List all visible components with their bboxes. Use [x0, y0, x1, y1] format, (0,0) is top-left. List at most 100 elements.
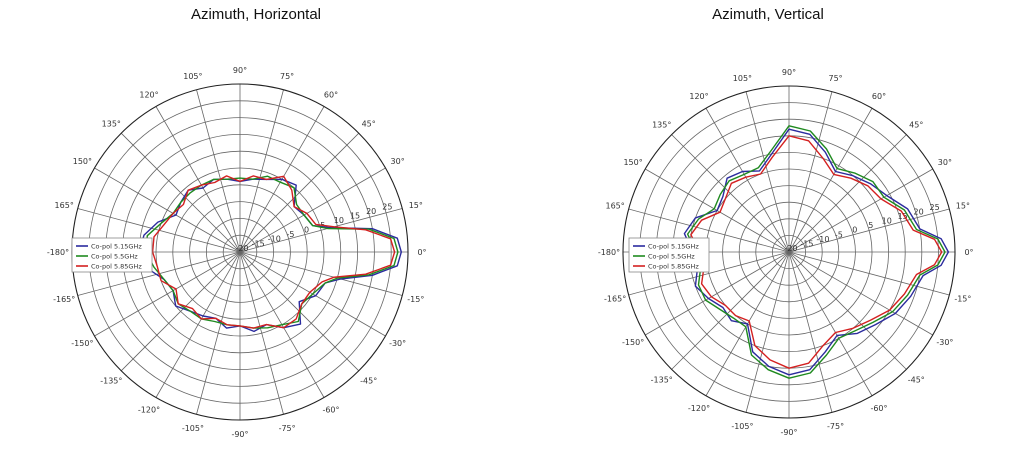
radial-tick-label: 10: [882, 217, 892, 226]
grid-spoke: [788, 134, 907, 253]
radial-tick-label: -5: [286, 230, 294, 239]
angle-tick-label: -150°: [71, 339, 93, 348]
angle-tick-label: 105°: [733, 74, 752, 83]
grid-spoke: [705, 108, 790, 253]
radial-tick-label: -20: [235, 244, 248, 253]
radial-tick-label: -15: [252, 239, 265, 248]
grid-spoke: [628, 251, 790, 296]
angle-tick-label: 15°: [409, 201, 423, 210]
angle-tick-label: 90°: [233, 66, 247, 75]
angle-tick-label: 150°: [623, 158, 642, 167]
angle-tick-label: -165°: [53, 295, 75, 304]
angle-tick-label: 150°: [73, 157, 92, 166]
grid-spoke: [120, 251, 241, 372]
legend: Co-pol 5.15GHz Co-pol 5.5GHz Co-pol 5.85GH…: [71, 237, 153, 273]
angle-tick-label: -90°: [780, 428, 797, 437]
radial-tick-label: 0: [852, 226, 857, 235]
grid-spoke: [788, 208, 950, 253]
grid-spoke: [745, 91, 790, 253]
radial-tick-label: 5: [868, 221, 873, 230]
radial-tick-label: 15: [898, 212, 908, 221]
angle-tick-label: 75°: [828, 74, 842, 83]
grid-spoke: [745, 251, 790, 413]
legend-label: Co-pol 5.15GHz: [91, 242, 142, 250]
grid-spoke: [155, 106, 241, 253]
series-line: [151, 175, 396, 329]
grid-spoke: [645, 251, 790, 336]
grid-spoke: [788, 251, 873, 396]
radial-tick-label: -10: [816, 235, 829, 244]
angle-tick-label: -60°: [870, 404, 887, 413]
radial-tick-label: 0: [304, 225, 309, 234]
angle-tick-label: 75°: [280, 72, 294, 81]
grid-spoke: [120, 132, 241, 253]
angle-tick-label: 60°: [872, 92, 886, 101]
angle-tick-label: 135°: [652, 121, 671, 130]
angle-tick-label: -45°: [360, 377, 377, 386]
chart-title: Azimuth, Horizontal: [190, 6, 322, 23]
grid-spoke: [628, 208, 790, 253]
legend-label: Co-pol 5.5GHz: [91, 252, 138, 260]
grid-spoke: [788, 108, 873, 253]
grid-spoke: [239, 251, 284, 415]
angle-tick-label: 45°: [362, 119, 376, 128]
angle-tick-label: -180°: [598, 248, 620, 257]
radial-tick-label: -5: [835, 230, 843, 239]
grid-spoke: [239, 167, 386, 253]
angle-tick-label: -30°: [936, 338, 953, 347]
grid-spoke: [788, 251, 907, 370]
angle-tick-label: 120°: [139, 90, 158, 99]
radial-tick-label: 20: [366, 207, 376, 216]
chart-panel-vertical: Azimuth, Vertical 0° 15° 30° 45° 60° 75° 90° 10…: [512, 0, 1024, 463]
angle-tick-label: -120°: [688, 404, 710, 413]
grid-spoke: [94, 167, 241, 253]
angle-tick-label: 165°: [605, 201, 624, 210]
angle-tick-label: 0°: [417, 248, 426, 257]
radial-tick-label: 25: [382, 202, 392, 211]
angle-tick-label: 45°: [909, 121, 923, 130]
grid-spoke: [239, 251, 403, 296]
angle-tick-label: 0°: [964, 248, 973, 257]
angle-tick-label: 60°: [324, 90, 338, 99]
grid-spoke: [239, 89, 284, 253]
outer-ring: [622, 85, 956, 419]
angle-tick-label: 15°: [956, 201, 970, 210]
grid-spoke: [196, 251, 241, 415]
grid-spoke: [671, 134, 790, 253]
angle-tick-label: -75°: [827, 422, 844, 431]
grid-spoke: [239, 208, 403, 253]
angle-tick-label: 120°: [689, 92, 708, 101]
radial-tick-label: 20: [914, 207, 924, 216]
legend-label: Co-pol 5.5GHz: [648, 252, 695, 260]
angle-tick-label: -135°: [100, 377, 122, 386]
angle-tick-label: -30°: [389, 339, 406, 348]
angle-tick-label: 30°: [938, 158, 952, 167]
grid-spoke: [788, 251, 833, 413]
angle-tick-label: -75°: [279, 424, 296, 433]
angle-tick-label: -15°: [407, 295, 424, 304]
angle-tick-label: 90°: [782, 68, 796, 77]
angle-tick-label: -150°: [622, 338, 644, 347]
angle-tick-label: -180°: [47, 248, 69, 257]
polar-chart-horizontal: 0° 15° 30° 45° 60° 75° 90° 105° 120° 135° 150° 165°…: [47, 66, 427, 439]
legend: Co-pol 5.15GHz Co-pol 5.5GHz Co-pol 5.85GH…: [628, 237, 710, 273]
angle-tick-label: 135°: [102, 119, 121, 128]
angle-tick-label: 105°: [183, 72, 202, 81]
angle-tick-label: -120°: [138, 406, 160, 415]
radial-tick-label: 25: [930, 203, 940, 212]
legend-label: Co-pol 5.15GHz: [648, 242, 699, 250]
angle-tick-label: -60°: [322, 406, 339, 415]
radial-tick-label: 15: [350, 212, 360, 221]
polar-chart-vertical: 0° 15° 30° 45° 60° 75° 90° 105° 120° 135° 150° 165°…: [598, 68, 974, 437]
legend-label: Co-pol 5.85GHz: [648, 262, 699, 270]
angle-tick-label: -105°: [731, 422, 753, 431]
legend-label: Co-pol 5.85GHz: [91, 262, 142, 270]
radial-tick-label: 10: [334, 216, 344, 225]
angle-tick-label: -135°: [651, 375, 673, 384]
angle-tick-label: -15°: [954, 295, 971, 304]
angle-tick-label: 30°: [391, 157, 405, 166]
angle-tick-label: -90°: [231, 430, 248, 439]
chart-panel-horizontal: Azimuth, Horizontal 0° 15° 30° 45° 60° 75° 90°…: [47, 6, 427, 439]
grid-spoke: [788, 251, 950, 296]
angle-tick-label: -45°: [908, 375, 925, 384]
